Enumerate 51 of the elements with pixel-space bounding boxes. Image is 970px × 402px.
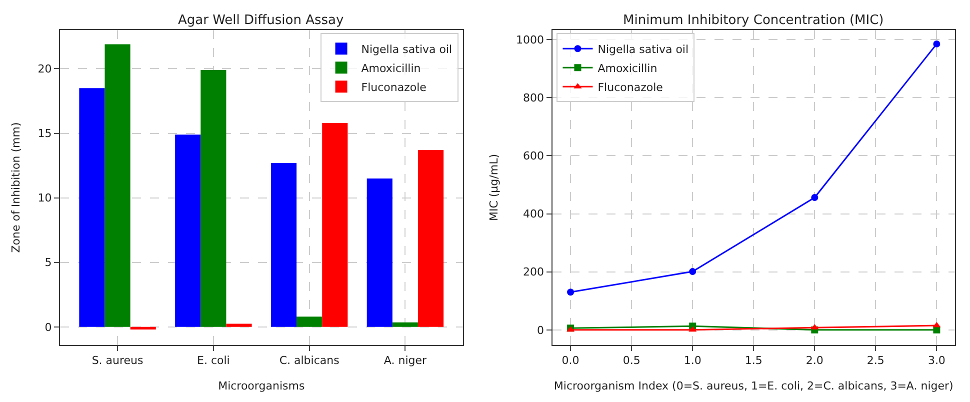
- y-axis-title: Zone of Inhibition (mm): [9, 122, 22, 253]
- bar: [322, 122, 348, 327]
- point: [811, 194, 818, 202]
- y-tick-label: 20: [38, 62, 52, 76]
- legend-label: Fluconazole: [361, 80, 427, 94]
- legend-label: Fluconazole: [598, 80, 664, 94]
- x-tick-label: C. albicans: [279, 354, 340, 368]
- legend-label: Nigella sativa oil: [598, 42, 689, 56]
- x-axis-title: Microorganisms: [218, 379, 305, 392]
- x-tick-label: 0.0: [562, 354, 580, 368]
- x-tick-label: 2.5: [866, 354, 884, 368]
- y-tick-label: 200: [523, 266, 544, 279]
- bar: [366, 178, 392, 327]
- chart-title: Minimum Inhibitory Concentration (MIC): [623, 13, 884, 28]
- bar: [226, 324, 252, 327]
- y-tick-label: 15: [38, 127, 52, 140]
- legend-label: Amoxicillin: [598, 62, 658, 75]
- y-tick-label: 0: [537, 324, 544, 337]
- bar: [104, 44, 130, 327]
- legend-label: Nigella sativa oil: [361, 42, 452, 56]
- x-tick-label: 1.0: [684, 354, 702, 368]
- legend-label: Amoxicillin: [361, 62, 421, 75]
- point: [689, 268, 696, 276]
- point: [933, 40, 940, 48]
- x-tick-label: 3.0: [928, 354, 946, 368]
- y-tick-label: 5: [44, 256, 52, 270]
- x-tick-label: 0.5: [622, 354, 640, 368]
- x-axis-title: Microorganism Index (0=S. aureus, 1=E. coli, 2=C. albicans, 3=A. niger): [554, 379, 954, 392]
- bar: [296, 316, 322, 327]
- y-tick-label: 800: [523, 92, 544, 104]
- y-axis-title: MIC (µg/mL): [488, 154, 501, 222]
- bar: [392, 322, 418, 327]
- y-tick-label: 400: [523, 208, 544, 221]
- chart-title: Agar Well Diffusion Assay: [178, 13, 344, 28]
- bar: [79, 88, 105, 327]
- x-tick-label: A. niger: [384, 354, 427, 368]
- y-tick-label: 10: [38, 192, 52, 205]
- y-tick-label: 0: [44, 320, 52, 334]
- x-tick-label: 1.5: [744, 354, 762, 368]
- x-tick-label: S. aureus: [92, 354, 144, 368]
- point: [688, 326, 697, 332]
- bar: [418, 150, 444, 327]
- bar: [200, 70, 226, 327]
- bar: [130, 326, 156, 330]
- y-tick-label: 600: [523, 150, 544, 163]
- point: [567, 288, 574, 296]
- bar: [270, 162, 297, 327]
- y-tick-label: 1000: [516, 33, 544, 46]
- bar: [175, 134, 201, 327]
- x-tick-label: E. coli: [197, 354, 230, 368]
- x-tick-label: 2.0: [806, 354, 824, 368]
